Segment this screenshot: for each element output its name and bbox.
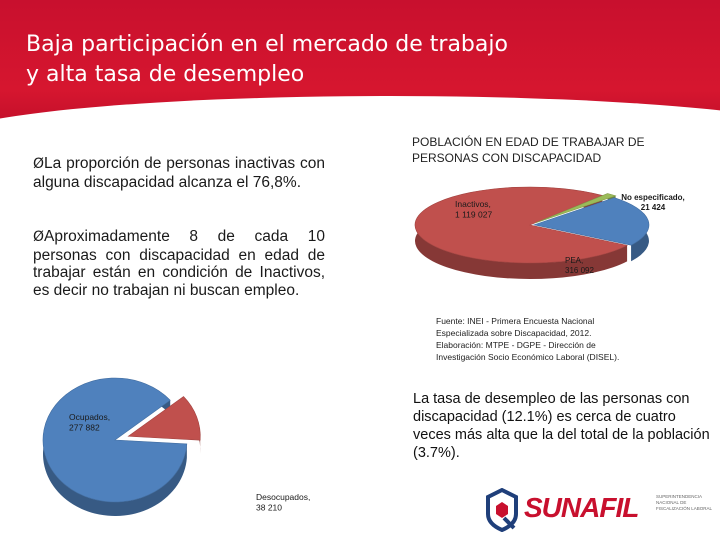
pie-slice xyxy=(127,396,201,455)
bullet-arrow-icon: Ø xyxy=(33,156,45,172)
pie-slice xyxy=(414,186,628,279)
title-line-1: Baja participación en el mercado de trab… xyxy=(26,32,508,57)
pie-label: Inactivos, 1 119 027 xyxy=(455,199,492,220)
bullet-arrow-icon: Ø xyxy=(33,229,45,245)
chart-title-line-1: POBLACIÓN EN EDAD DE TRABAJAR DE xyxy=(412,135,645,149)
logo-subtitle: SUPERINTENDENCIA NACIONAL DE FISCALIZACI… xyxy=(656,494,713,511)
page-title: Baja participación en el mercado de trab… xyxy=(26,30,646,90)
source-note: Fuente: INEI - Primera Encuesta Nacional… xyxy=(436,315,646,363)
pie-label: No especificado, 21 424 xyxy=(621,193,685,212)
header-curve xyxy=(0,96,720,128)
title-line-2: y alta tasa de desempleo xyxy=(26,62,305,87)
source-line: Fuente: INEI - Primera Encuesta Nacional xyxy=(436,316,595,326)
pie-chart-pea: Ocupados, 277 882 Desocupados, 38 210 xyxy=(42,377,310,516)
source-line: Elaboración: MTPE - DGPE - Dirección de xyxy=(436,340,596,350)
logo-name: SUNAFIL xyxy=(524,492,639,523)
pie-label: Desocupados, 38 210 xyxy=(256,492,310,513)
sunafil-q-icon xyxy=(486,488,518,532)
bullet-aproximadamente: ØAproximadamente 8 de cada 10 personas c… xyxy=(33,228,325,299)
header-banner: Baja participación en el mercado de trab… xyxy=(0,0,720,128)
source-line: Especializada sobre Discapacidad, 2012. xyxy=(436,328,592,338)
bullet-inactivos: ØLa proporción de personas inactivas con… xyxy=(33,155,325,191)
bullet-text: Aproximadamente 8 de cada 10 personas co… xyxy=(33,228,325,299)
bullet-text: La proporción de personas inactivas con … xyxy=(33,155,325,191)
sunafil-logo: SUNAFIL SUPERINTENDENCIA NACIONAL DE FIS… xyxy=(484,488,714,532)
pie-chart-poblacion: Inactivos, 1 119 027 No especificado, 21 42… xyxy=(414,186,685,279)
source-line: Investigación Socio Económico Laboral (D… xyxy=(436,352,620,362)
pie-slice xyxy=(532,197,650,262)
pie-slice xyxy=(42,377,188,516)
chart-title-line-2: PERSONAS CON DISCAPACIDAD xyxy=(412,151,602,165)
pie-label: Ocupados, 277 882 xyxy=(69,412,110,433)
desempleo-text: La tasa de desempleo de las personas con… xyxy=(413,391,710,461)
pie-label: PEA, 316 092 xyxy=(565,256,594,275)
chart-title: POBLACIÓN EN EDAD DE TRABAJAR DE PERSONA… xyxy=(412,134,672,166)
